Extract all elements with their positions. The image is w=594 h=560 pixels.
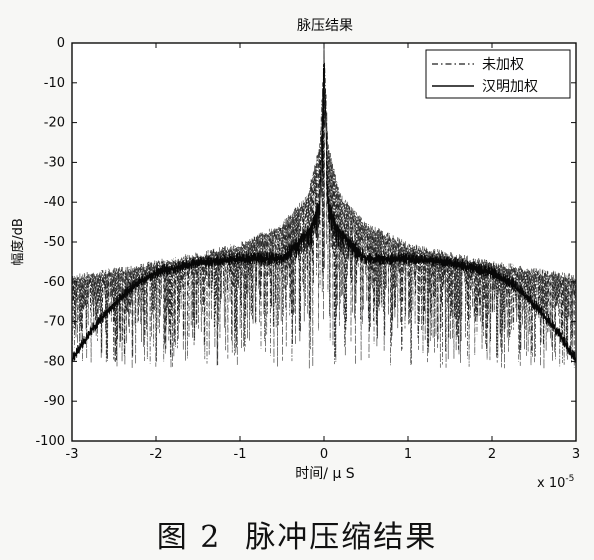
y-axis-label: 幅度/dB bbox=[10, 218, 26, 266]
y-tick-label: 0 bbox=[57, 36, 65, 51]
x-tick-label: 3 bbox=[572, 447, 580, 462]
x-tick-label: 2 bbox=[488, 447, 496, 462]
x-tick-label: 0 bbox=[320, 447, 328, 462]
y-tick-label: -60 bbox=[44, 275, 65, 290]
x-exponent-label: x 10-5 bbox=[537, 474, 574, 491]
figure-caption-number: 图 2 bbox=[156, 520, 222, 555]
legend-box bbox=[425, 49, 571, 99]
x-tick-label: -1 bbox=[234, 447, 247, 462]
y-tick-label: -20 bbox=[44, 116, 65, 131]
y-tick-label: -10 bbox=[44, 76, 65, 91]
x-tick-label: -2 bbox=[150, 447, 163, 462]
x-tick-label: -3 bbox=[66, 447, 79, 462]
legend: 未加权 汉明加权 bbox=[425, 49, 571, 99]
axis-layer: -3 -2 -1 0 1 2 30-10-20-30-40-50-60-70-80-90-1… bbox=[35, 36, 580, 462]
figure-caption-text: 脉冲压缩结果 bbox=[245, 520, 438, 555]
legend-label-hamming: 汉明加权 bbox=[482, 79, 538, 95]
chart-figure: 脉压结果 -3 -2 -1 0 1 2 30-10-20-30-40-50-60-70-80… bbox=[10, 18, 580, 491]
y-tick-label: -40 bbox=[44, 195, 65, 210]
y-tick-label: -80 bbox=[44, 354, 65, 369]
y-tick-label: -30 bbox=[44, 155, 65, 170]
y-tick-label: -50 bbox=[44, 235, 65, 250]
chart-title: 脉压结果 bbox=[297, 18, 353, 34]
y-tick-label: -90 bbox=[44, 394, 65, 409]
y-tick-label: -100 bbox=[35, 434, 65, 449]
x-tick-label: 1 bbox=[404, 447, 412, 462]
x-axis-label: 时间/ μ S bbox=[295, 466, 355, 482]
y-tick-label: -70 bbox=[44, 315, 65, 330]
legend-label-unweighted: 未加权 bbox=[482, 57, 524, 73]
figure-caption: 图 2 脉冲压缩结果 bbox=[0, 512, 594, 556]
